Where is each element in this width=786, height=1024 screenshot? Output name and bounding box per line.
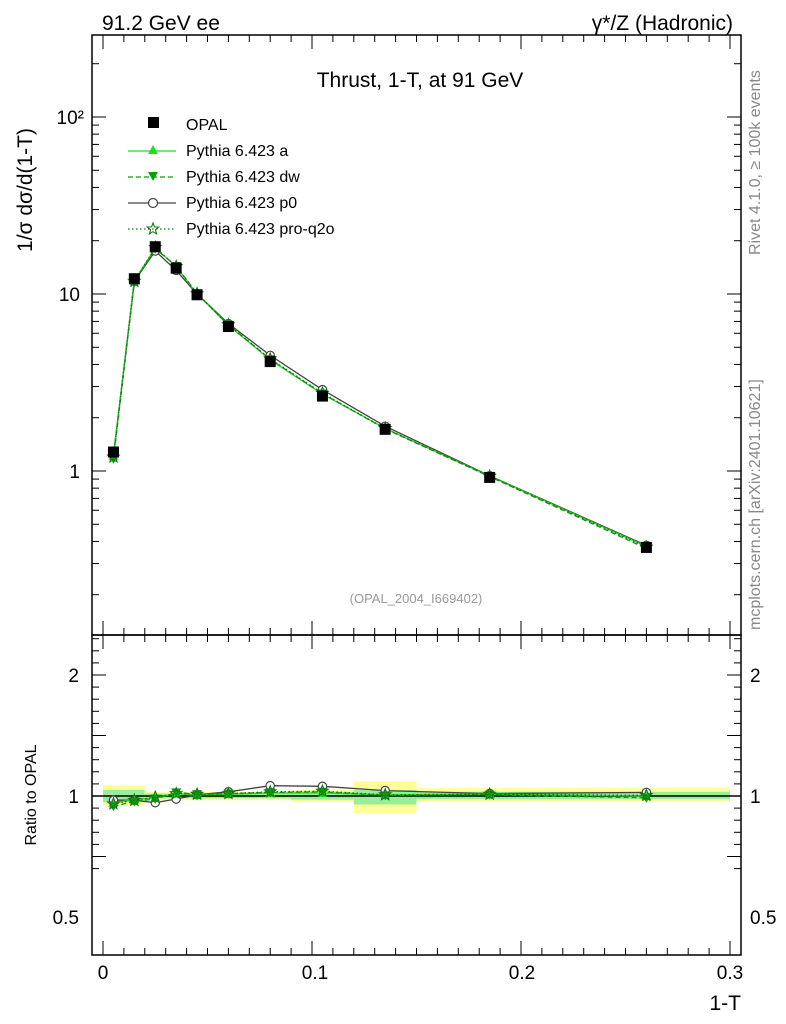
main-point-data-0 xyxy=(107,446,119,458)
legend-square-marker xyxy=(148,117,159,128)
main-point-data-7 xyxy=(316,390,328,402)
ratio-point-dw-6 xyxy=(265,788,276,798)
main-point-data-10 xyxy=(640,541,652,553)
ratio-point-pro-5 xyxy=(221,786,236,800)
y-axis-label: 1/σ dσ/d(1-T) xyxy=(14,128,37,252)
ratio-point-dw-1 xyxy=(129,797,140,807)
ratio-y-tick-label-right-2: 2 xyxy=(750,666,761,687)
main-point-data-5 xyxy=(222,321,234,333)
main-point-data-3 xyxy=(170,262,182,274)
x-tick-label-0: 0 xyxy=(98,963,109,984)
header-right: γ*/Z (Hadronic) xyxy=(592,12,733,35)
legend-label-p0: Pythia 6.423 p0 xyxy=(186,195,297,212)
ratio-y-tick-label-2: 2 xyxy=(68,666,79,687)
main-series xyxy=(106,240,654,554)
y-tick-label-1: 1 xyxy=(69,462,80,483)
header-left: 91.2 GeV ee xyxy=(102,12,220,35)
ratio-frame xyxy=(91,634,742,956)
ratio-point-pro-4 xyxy=(189,786,205,801)
legend-label-pro: Pythia 6.423 pro-q2o xyxy=(186,221,335,238)
main-point-data-9 xyxy=(484,471,496,483)
legend-triangle-down-marker xyxy=(148,172,158,181)
side-label-bottom: mcplots.cern.ch [arXiv:2401.10621] xyxy=(747,379,764,630)
x-tick-label-0.1: 0.1 xyxy=(302,963,328,984)
ratio-point-pro-8 xyxy=(377,787,393,801)
x-tick-label-0.2: 0.2 xyxy=(509,963,535,984)
main-point-data-8 xyxy=(379,423,391,435)
y-tick-label-100: 10² xyxy=(57,108,84,129)
ratio-ticks xyxy=(92,635,741,955)
ratio-point-pro-10 xyxy=(639,787,654,802)
main-point-data-1 xyxy=(128,273,140,285)
main-panel: Thrust, 1-T, at 91 GeV (OPAL_2004_I66940… xyxy=(14,34,742,636)
legend-label-opal: OPAL xyxy=(186,117,228,134)
ratio-point-pro-2 xyxy=(148,789,163,804)
main-point-data-4 xyxy=(191,289,203,301)
legend-circle-marker xyxy=(147,197,159,209)
ratio-y-tick-label-1: 1 xyxy=(68,787,79,808)
ratio-y-tick-label-0.5: 0.5 xyxy=(53,908,79,929)
ratio-point-dw-8 xyxy=(380,791,391,801)
ratio-point-pro-7 xyxy=(315,783,330,798)
legend: OPAL Pythia 6.423 a Pythia 6.423 dw Pyth… xyxy=(128,117,335,238)
ratio-series xyxy=(106,780,654,812)
legend-entry-p0: Pythia 6.423 p0 xyxy=(128,195,297,212)
legend-entry-dw: Pythia 6.423 dw xyxy=(128,169,300,186)
ratio-point-pro-3 xyxy=(168,786,184,800)
legend-entry-opal: OPAL xyxy=(148,117,228,134)
ratio-point-dw-9 xyxy=(484,790,495,800)
legend-label-dw: Pythia 6.423 dw xyxy=(186,169,300,186)
x-axis-label: 1-T xyxy=(710,992,742,1015)
ratio-y-tick-label-right-1: 1 xyxy=(750,787,761,808)
legend-star-marker xyxy=(145,221,161,236)
ratio-y-tick-labels: 0.5 1 2 0.5 1 2 xyxy=(53,666,777,929)
ratio-point-pro-1 xyxy=(127,792,142,807)
y-tick-label-10: 10 xyxy=(59,285,80,306)
x-tick-label-0.3: 0.3 xyxy=(717,963,743,984)
legend-triangle-up-marker xyxy=(148,145,158,154)
ratio-y-tick-label-right-0.5: 0.5 xyxy=(750,908,776,929)
ratio-point-pro-6 xyxy=(263,784,278,798)
main-ticks xyxy=(92,35,741,635)
legend-entry-a: Pythia 6.423 a xyxy=(128,143,288,160)
ratio-point-pro-9 xyxy=(482,786,497,801)
ratio-point-dw-7 xyxy=(317,787,328,797)
legend-entry-pro: Pythia 6.423 pro-q2o xyxy=(128,221,335,238)
ratio-point-dw-3 xyxy=(171,788,182,798)
ratio-y-axis-label: Ratio to OPAL xyxy=(23,744,40,845)
side-label-top: Rivet 4.1.0, ≥ 100k events xyxy=(747,70,764,255)
chart-title: Thrust, 1-T, at 91 GeV xyxy=(317,69,524,92)
legend-label-a: Pythia 6.423 a xyxy=(186,143,288,160)
main-point-data-2 xyxy=(149,241,161,253)
main-point-data-6 xyxy=(264,356,276,368)
ratio-point-pro-0 xyxy=(106,796,121,810)
ratio-panel: Ratio to OPAL 0.5 1 2 0.5 1 2 0 0.1 0.2 … xyxy=(23,634,777,1015)
watermark: (OPAL_2004_I669402) xyxy=(350,591,483,606)
x-tick-labels: 0 0.1 0.2 0.3 xyxy=(98,963,744,984)
main-y-tick-labels: 1 10 10² xyxy=(57,108,84,483)
